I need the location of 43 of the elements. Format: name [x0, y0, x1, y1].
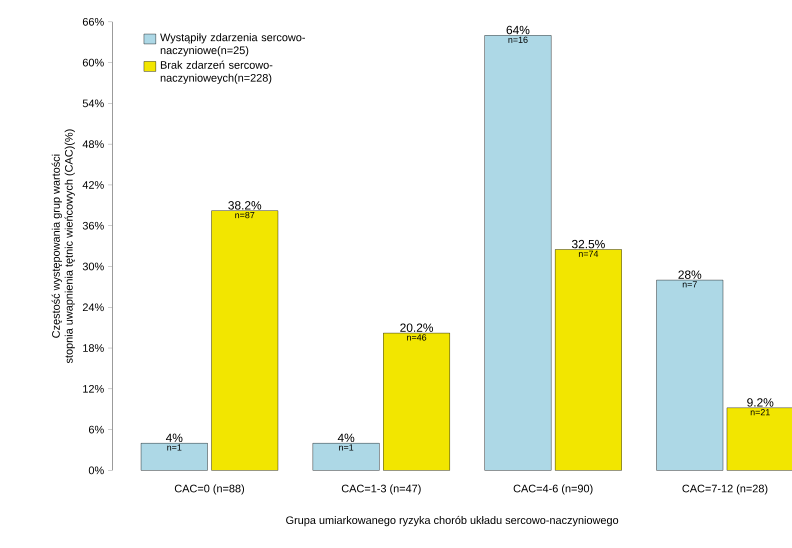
- bar: [211, 210, 278, 471]
- bar: [312, 443, 380, 471]
- bar: [484, 35, 552, 471]
- bar: [140, 443, 208, 471]
- data-label: 20.2%: [400, 324, 434, 332]
- annotation: n=87: [235, 212, 254, 218]
- bar: [656, 280, 724, 471]
- x-tick-label: CAC=4-6 (n=90): [514, 484, 593, 495]
- annotation: n=74: [578, 250, 598, 257]
- annotation: n=21: [750, 409, 770, 416]
- data-label: 4%: [338, 434, 354, 442]
- annotation: n=7: [682, 281, 697, 288]
- y-tick-label: 66%: [82, 18, 104, 26]
- data-label: 4%: [166, 434, 182, 442]
- y-tick-label: 18%: [83, 344, 104, 352]
- bar: [554, 249, 622, 471]
- y-tick-label: 54%: [82, 100, 104, 108]
- data-label: 32.5%: [572, 240, 605, 248]
- y-tick-label: 30%: [82, 262, 104, 270]
- y-tick-label: 48%: [82, 140, 104, 148]
- y-tick-label: 36%: [82, 222, 104, 230]
- annotation: n=1: [339, 444, 354, 451]
- y-tick-label: 42%: [82, 181, 104, 189]
- annotation: n=46: [407, 334, 426, 341]
- annotation: n=1: [167, 444, 182, 451]
- x-axis-title: Grupa umiarkowanego ryzyka chorób układu sercowo-naczyniowego: [286, 516, 618, 526]
- y-tick-label: 24%: [82, 304, 104, 312]
- x-tick-label: CAC=1-3 (n=47): [342, 484, 421, 495]
- y-tick-label: 0%: [88, 466, 104, 474]
- legend-label: Wystąpiły zdarzenia sercowo-naczyniowe(n=25): [160, 33, 306, 56]
- bar: [383, 332, 450, 471]
- y-axis-title: Częstość występowania grup wartości stopnia uwapnienia tętnic wieńcowych (CAC)(%): [52, 130, 75, 364]
- x-tick-label: CAC=0 (n=88): [174, 484, 244, 495]
- x-tick-label: CAC=7-12 (n=28): [682, 484, 768, 495]
- annotation: n=16: [508, 36, 528, 44]
- data-label: 64%: [506, 26, 530, 34]
- y-tick-label: 6%: [88, 426, 104, 434]
- data-label: 28%: [678, 270, 702, 280]
- y-tick-label: 60%: [82, 58, 104, 67]
- data-label: 38.2%: [228, 201, 262, 210]
- legend-label: Brak zdarzeń sercowo-naczynioweych(n=228): [160, 60, 272, 84]
- y-tick-label: 12%: [83, 385, 104, 393]
- data-label: 9.2%: [747, 398, 774, 407]
